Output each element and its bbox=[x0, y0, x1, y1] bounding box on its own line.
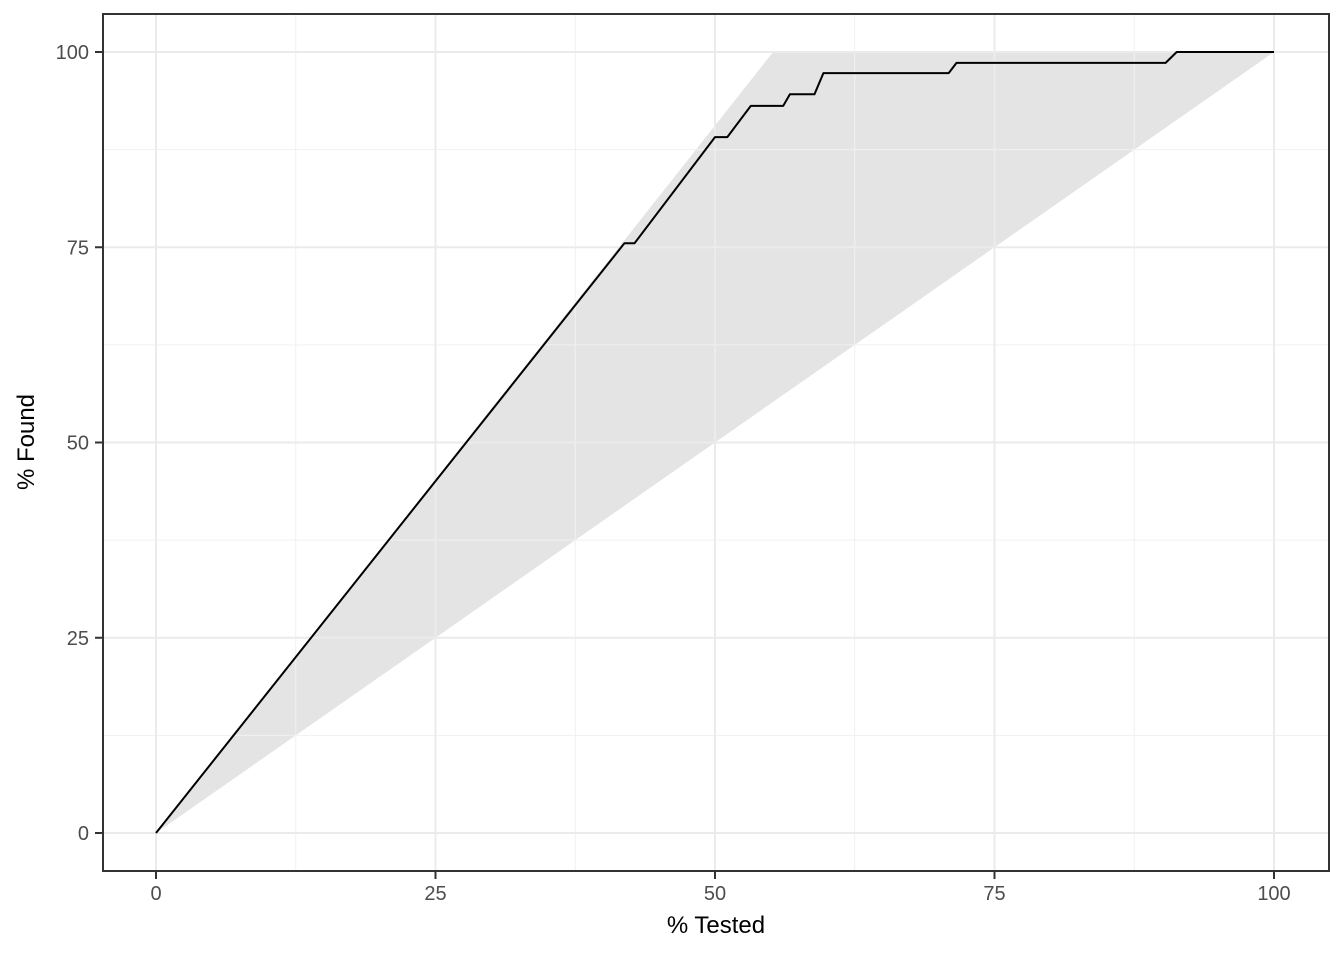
found-curve-line bbox=[155, 51, 1274, 834]
y-tick-label: 50 bbox=[67, 433, 89, 455]
x-axis-title: % Tested bbox=[666, 912, 766, 939]
y-tick-label: 100 bbox=[56, 42, 89, 64]
y-tick-label: 75 bbox=[67, 237, 89, 259]
x-tick-label: 25 bbox=[424, 883, 446, 905]
x-tick-label: 0 bbox=[150, 883, 161, 905]
x-tick-label: 50 bbox=[704, 883, 726, 905]
x-tick-label: 75 bbox=[983, 883, 1005, 905]
y-axis-title: % Found bbox=[13, 393, 40, 491]
y-tick-label: 25 bbox=[67, 628, 89, 650]
y-tick-label: 0 bbox=[78, 823, 89, 845]
x-tick-label: 100 bbox=[1257, 883, 1290, 905]
